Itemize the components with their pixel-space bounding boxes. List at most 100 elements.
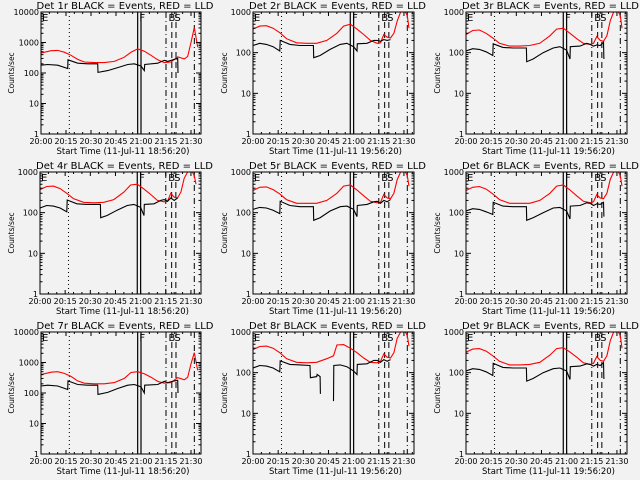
x-tick-label: 21:15 — [154, 137, 177, 146]
y-tick-label: 1000 — [444, 168, 464, 177]
panel-title: Det 5r BLACK = Events, RED = LLD — [249, 161, 426, 172]
series-lld — [466, 12, 623, 47]
x-tick-label: 20:30 — [292, 457, 315, 466]
panel-title: Det 2r BLACK = Events, RED = LLD — [249, 1, 426, 12]
plot-frame — [465, 171, 628, 295]
plot-frame — [465, 331, 628, 455]
series-lld — [253, 172, 410, 204]
y-tick-label: 1 — [34, 130, 39, 139]
panel-title: Det 6r BLACK = Events, RED = LLD — [462, 161, 639, 172]
marker-label-e: E — [41, 173, 47, 184]
marker-label-s: S — [387, 173, 393, 184]
y-tick-label: 10 — [241, 249, 251, 258]
x-axis-label: Start Time (11-Jul-11 19:56:20) — [482, 467, 615, 477]
marker-label-b: B — [381, 333, 388, 344]
marker-label-e: E — [254, 333, 260, 344]
marker-label-e: E — [42, 13, 48, 24]
y-tick-label: 10000 — [14, 328, 39, 337]
marker-label-s: S — [387, 13, 393, 24]
marker-label-b: B — [169, 13, 176, 24]
y-tick-label: 10 — [454, 249, 464, 258]
y-tick-label: 10 — [28, 249, 38, 258]
x-tick-label: 20:30 — [292, 137, 315, 146]
y-tick-label: 1000 — [18, 168, 38, 177]
marker-label-f: F — [139, 333, 145, 344]
marker-label-e: E — [254, 173, 260, 184]
y-tick-label: 10 — [29, 100, 39, 109]
marker-label-s: S — [174, 333, 180, 344]
marker-label-f: F — [352, 333, 358, 344]
y-tick-label: 1000 — [231, 328, 251, 337]
y-axis-label: Counts/sec — [220, 212, 229, 253]
x-tick-label: 20:00 — [241, 457, 264, 466]
marker-label-f: F — [565, 333, 571, 344]
x-tick-label: 20:30 — [505, 457, 528, 466]
panel-title: Det 7r BLACK = Events, RED = LLD — [37, 321, 214, 332]
x-tick-label: 21:30 — [605, 297, 628, 306]
marker-label-e: E — [467, 333, 473, 344]
plot-frame — [252, 331, 415, 455]
y-tick-label: 1000 — [19, 359, 39, 368]
x-tick-label: 21:15 — [154, 457, 177, 466]
marker-label-f: F — [352, 13, 358, 24]
marker-label-b: B — [594, 333, 601, 344]
marker-label-f: F — [352, 173, 358, 184]
x-axis-label: Start Time (11-Jul-11 19:56:20) — [269, 307, 402, 317]
plot-frame — [252, 11, 415, 135]
marker-label-f: F — [139, 13, 145, 24]
series-lld — [41, 27, 199, 64]
plot-area — [466, 172, 623, 294]
plot-frame — [39, 171, 202, 295]
panel-title: Det 9r BLACK = Events, RED = LLD — [462, 321, 639, 332]
marker-label-s: S — [174, 173, 180, 184]
y-tick-label: 10 — [29, 420, 39, 429]
x-tick-label: 20:15 — [267, 457, 290, 466]
x-tick-label: 21:30 — [392, 297, 415, 306]
series-events — [253, 358, 391, 402]
series-events — [466, 41, 605, 63]
y-tick-label: 1000 — [231, 168, 251, 177]
y-tick-label: 1 — [246, 450, 251, 459]
y-tick-label: 1 — [34, 450, 39, 459]
x-axis-label: Start Time (11-Jul-11 19:56:20) — [269, 467, 402, 477]
marker-label-s: S — [387, 333, 393, 344]
y-tick-label: 1 — [459, 130, 464, 139]
x-tick-label: 21:00 — [129, 457, 152, 466]
y-tick-label: 100 — [23, 209, 38, 218]
marker-label-f: F — [565, 13, 571, 24]
plot-area — [40, 172, 197, 294]
marker-label-s: S — [600, 173, 606, 184]
y-tick-label: 1 — [246, 130, 251, 139]
y-axis-label: Counts/sec — [433, 372, 442, 413]
x-axis-label: Start Time (11-Jul-11 19:56:20) — [482, 307, 615, 317]
series-lld — [40, 172, 197, 204]
x-tick-label: 20:00 — [28, 297, 51, 306]
x-tick-label: 20:00 — [241, 137, 264, 146]
x-tick-label: 21:30 — [179, 457, 202, 466]
x-tick-label: 20:30 — [505, 137, 528, 146]
y-axis-label: Counts/sec — [7, 52, 16, 93]
plot-area — [253, 12, 410, 134]
y-tick-label: 10000 — [14, 8, 39, 17]
y-axis-label: Counts/sec — [7, 372, 16, 413]
y-tick-label: 1000 — [444, 8, 464, 17]
y-tick-label: 1000 — [19, 39, 39, 48]
y-tick-label: 100 — [449, 49, 464, 58]
panel-title: Det 4r BLACK = Events, RED = LLD — [36, 161, 213, 172]
x-tick-label: 20:45 — [317, 457, 340, 466]
marker-label-e: E — [467, 173, 473, 184]
y-tick-label: 1 — [33, 290, 38, 299]
x-tick-label: 21:00 — [129, 297, 152, 306]
y-tick-label: 10 — [454, 409, 464, 418]
series-events — [41, 57, 179, 74]
y-tick-label: 10 — [241, 89, 251, 98]
y-tick-label: 100 — [449, 369, 464, 378]
marker-label-b: B — [381, 13, 388, 24]
marker-label-b: B — [594, 13, 601, 24]
plot-frame — [252, 171, 415, 295]
x-tick-label: 21:00 — [129, 137, 152, 146]
